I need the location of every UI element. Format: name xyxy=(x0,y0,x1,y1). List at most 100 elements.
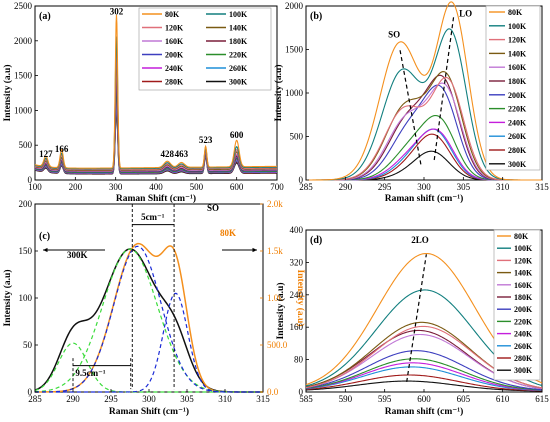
y-tick-label: 0 xyxy=(28,387,33,397)
legend-box xyxy=(485,5,541,171)
y-axis-label-left: Intensity (a.u) xyxy=(2,269,13,326)
x-tick-label: 310 xyxy=(496,182,510,192)
peak-label: 302 xyxy=(110,6,124,16)
series-line-80K-fit-2 xyxy=(35,292,263,393)
series-line-100K xyxy=(34,36,277,170)
legend-label-300K: 300K xyxy=(514,366,533,375)
x-tick-label: 595 xyxy=(378,394,392,404)
legend-label-140K: 140K xyxy=(508,49,527,58)
series-line-260K xyxy=(305,366,543,392)
legend-label-260K: 260K xyxy=(508,132,527,141)
legend-label-260K: 260K xyxy=(229,64,248,73)
split-9.5cm-label: 9.5cm⁻¹ xyxy=(75,368,105,378)
peak-label: 600 xyxy=(230,130,244,140)
peak-label: 463 xyxy=(175,149,189,159)
x-tick-label: 400 xyxy=(149,182,163,192)
y-axis-label: Intensity (a.u) xyxy=(275,282,286,339)
x-tick-label: 285 xyxy=(28,394,42,404)
y-axis-label: Intensity (a.u) xyxy=(2,64,13,121)
x-tick-label: 305 xyxy=(457,182,471,192)
legend-label-160K: 160K xyxy=(165,37,184,46)
legend-label-120K: 120K xyxy=(508,36,527,45)
y-right-tick-label: 2.0k xyxy=(267,199,283,209)
y-tick-label: 240 xyxy=(290,290,304,300)
arrow-80k-head xyxy=(252,247,257,253)
x-tick-label: 295 xyxy=(378,182,392,192)
legend-label-100K: 100K xyxy=(229,10,248,19)
y-tick-label: 320 xyxy=(290,257,304,267)
series-line-300K-fit-2 xyxy=(34,248,263,393)
y-right-tick-label: 0.0 xyxy=(267,387,279,397)
x-tick-label: 590 xyxy=(339,394,353,404)
so-label: SO xyxy=(207,203,219,213)
panel-label: (a) xyxy=(39,11,51,22)
y-tick-label: 0 xyxy=(28,175,33,185)
x-axis-label: Raman Shift (cm⁻¹) xyxy=(109,406,189,417)
panel-b: SO LO (b) 285 290 295 300 305 310 315 Raman shift … xyxy=(273,1,549,204)
x-tick-label: 315 xyxy=(535,182,549,192)
legend-label-220K: 220K xyxy=(514,317,533,326)
x-tick-label: 290 xyxy=(66,394,80,404)
panel-d: 2LO (d) 585 590 595 600 605 610 615 Raman shift (… xyxy=(275,225,549,417)
legend-label-240K: 240K xyxy=(508,118,527,127)
label-80k: 80K xyxy=(220,228,236,238)
peak-label: 166 xyxy=(55,144,69,154)
legend-label-260K: 260K xyxy=(514,342,533,351)
legend-label-120K: 120K xyxy=(165,24,184,33)
series-line-80K xyxy=(35,242,263,393)
y-tick-label: 0 xyxy=(299,175,304,185)
y-tick-label: 80 xyxy=(294,355,304,365)
legend-label-220K: 220K xyxy=(508,105,527,114)
y-tick-label: 1500 xyxy=(14,71,33,81)
legend-label-160K: 160K xyxy=(514,281,533,290)
legend-label-80K: 80K xyxy=(508,8,523,17)
series-line-240K xyxy=(305,362,543,391)
series-line-80K-fit-1 xyxy=(35,245,263,393)
series-line-140K xyxy=(34,58,277,171)
x-tick-label: 200 xyxy=(69,182,83,192)
x-tick-label: 585 xyxy=(299,394,313,404)
x-tick-label: 300 xyxy=(417,182,431,192)
arrow-300k-head xyxy=(43,247,48,253)
legend-label-280K: 280K xyxy=(508,146,527,155)
series-line-300K-fit-1 xyxy=(34,342,263,393)
y-tick-label: 400 xyxy=(290,225,304,235)
x-axis-label: Raman shift (cm⁻¹) xyxy=(385,406,464,417)
series-line-80K xyxy=(34,14,277,169)
y-tick-label: 2000 xyxy=(14,36,33,46)
y-tick-label: 500 xyxy=(19,140,33,150)
y-axis-label-right: Intensity (a.u) xyxy=(295,269,306,326)
panel-label: (d) xyxy=(310,235,322,246)
y-tick-label: 1500 xyxy=(285,45,304,55)
legend-box xyxy=(138,7,272,91)
x-tick-label: 700 xyxy=(270,182,284,192)
y-tick-label: 1000 xyxy=(14,105,33,115)
x-tick-label: 285 xyxy=(299,182,313,192)
x-axis-label: Raman Shift (cm⁻¹) xyxy=(116,193,196,204)
panel-label: (c) xyxy=(39,231,50,242)
y-tick-label: 0 xyxy=(299,387,304,397)
x-tick-label: 500 xyxy=(190,182,204,192)
lo-trend-line xyxy=(433,14,455,161)
x-tick-label: 600 xyxy=(417,394,431,404)
label-300k: 300K xyxy=(67,250,88,260)
y-tick-label: 100 xyxy=(19,293,33,303)
peak-label: 428 xyxy=(161,149,175,159)
series-line-300K xyxy=(34,248,263,393)
legend-label-200K: 200K xyxy=(508,91,527,100)
so-label: SO xyxy=(388,29,400,39)
y-tick-label: 1000 xyxy=(285,88,304,98)
y-tick-label: 500 xyxy=(290,132,304,142)
series-line-200K xyxy=(305,350,543,391)
x-tick-label: 605 xyxy=(457,394,471,404)
legend-box xyxy=(493,229,541,381)
series-line-120K xyxy=(34,51,278,171)
legend-label-80K: 80K xyxy=(514,232,529,241)
so-trend-line xyxy=(399,47,422,165)
y-axis-label: Intensity (a.u) xyxy=(273,64,284,121)
y-tick-label: 2000 xyxy=(285,1,304,11)
legend-label-300K: 300K xyxy=(508,160,527,169)
x-tick-label: 600 xyxy=(230,182,244,192)
legend-label-140K: 140K xyxy=(229,24,248,33)
